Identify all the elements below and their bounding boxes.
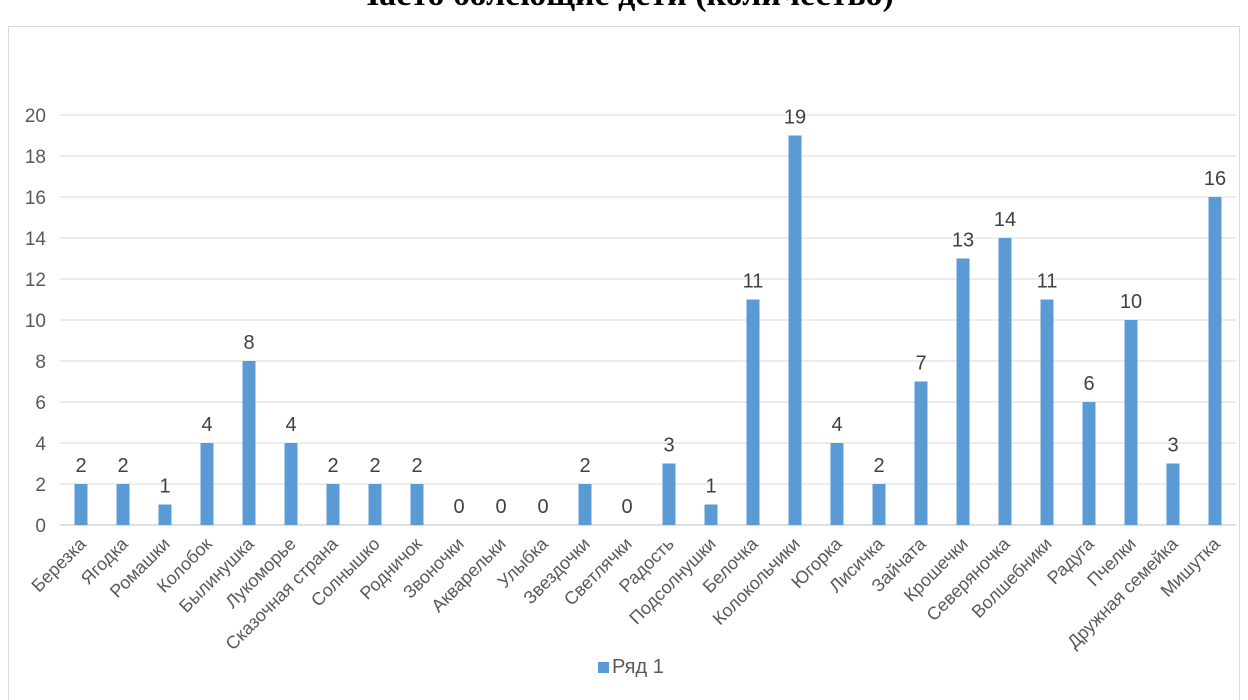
bar [578, 484, 592, 525]
bar [284, 443, 298, 525]
bar [788, 135, 802, 525]
bar [1124, 320, 1138, 525]
bar [914, 381, 928, 525]
bar [74, 484, 88, 525]
y-tick-label: 20 [25, 106, 46, 127]
y-tick-label: 10 [25, 311, 46, 332]
x-tick-label: Березка [28, 533, 91, 596]
y-tick-label: 8 [35, 352, 46, 373]
data-label: 16 [1204, 168, 1226, 190]
data-label: 2 [327, 455, 338, 477]
y-tick-label: 2 [35, 475, 46, 496]
y-tick-label: 4 [35, 434, 46, 455]
data-label: 3 [663, 435, 674, 457]
data-label: 11 [1037, 271, 1058, 293]
chart-title: Часто болеющие дети (количество) [0, 0, 1248, 14]
bar [200, 443, 214, 525]
data-label: 13 [952, 230, 974, 252]
y-tick-label: 6 [35, 393, 46, 414]
legend-swatch [598, 662, 609, 673]
bar [158, 504, 172, 525]
bar [242, 361, 256, 525]
data-label: 3 [1167, 435, 1178, 457]
bar [368, 484, 382, 525]
data-label: 0 [453, 496, 464, 518]
bar [1040, 299, 1054, 525]
data-label: 0 [537, 496, 548, 518]
data-label: 0 [621, 496, 632, 518]
bar [1082, 402, 1096, 525]
data-label: 2 [369, 455, 380, 477]
data-label: 4 [285, 414, 296, 436]
data-label: 1 [159, 476, 170, 498]
data-label: 14 [994, 209, 1016, 231]
data-label: 10 [1120, 291, 1142, 313]
data-label: 2 [873, 455, 884, 477]
data-label: 2 [579, 455, 590, 477]
y-tick-label: 18 [25, 147, 46, 168]
bar [872, 484, 886, 525]
bar [662, 463, 676, 525]
bar [326, 484, 340, 525]
data-label: 4 [201, 414, 212, 436]
data-label: 19 [784, 107, 806, 129]
bar [998, 238, 1012, 525]
chart-frame [8, 26, 1240, 700]
y-tick-label: 16 [25, 188, 46, 209]
bar [704, 504, 718, 525]
data-label: 11 [743, 271, 764, 293]
data-label: 1 [705, 476, 716, 498]
bar [956, 258, 970, 525]
bar [746, 299, 760, 525]
data-label: 2 [75, 455, 86, 477]
bar [1208, 197, 1222, 525]
legend-label: Ряд 1 [612, 656, 664, 678]
data-label: 4 [831, 414, 842, 436]
y-tick-label: 14 [25, 229, 47, 250]
bar [410, 484, 424, 525]
data-label: 0 [495, 496, 506, 518]
bar [116, 484, 130, 525]
data-label: 2 [411, 455, 422, 477]
bar [830, 443, 844, 525]
data-label: 8 [243, 332, 254, 354]
data-label: 7 [915, 353, 926, 375]
y-tick-label: 0 [35, 516, 46, 537]
bar [1166, 463, 1180, 525]
data-label: 6 [1083, 373, 1094, 395]
data-label: 2 [117, 455, 128, 477]
y-tick-label: 12 [25, 270, 46, 291]
